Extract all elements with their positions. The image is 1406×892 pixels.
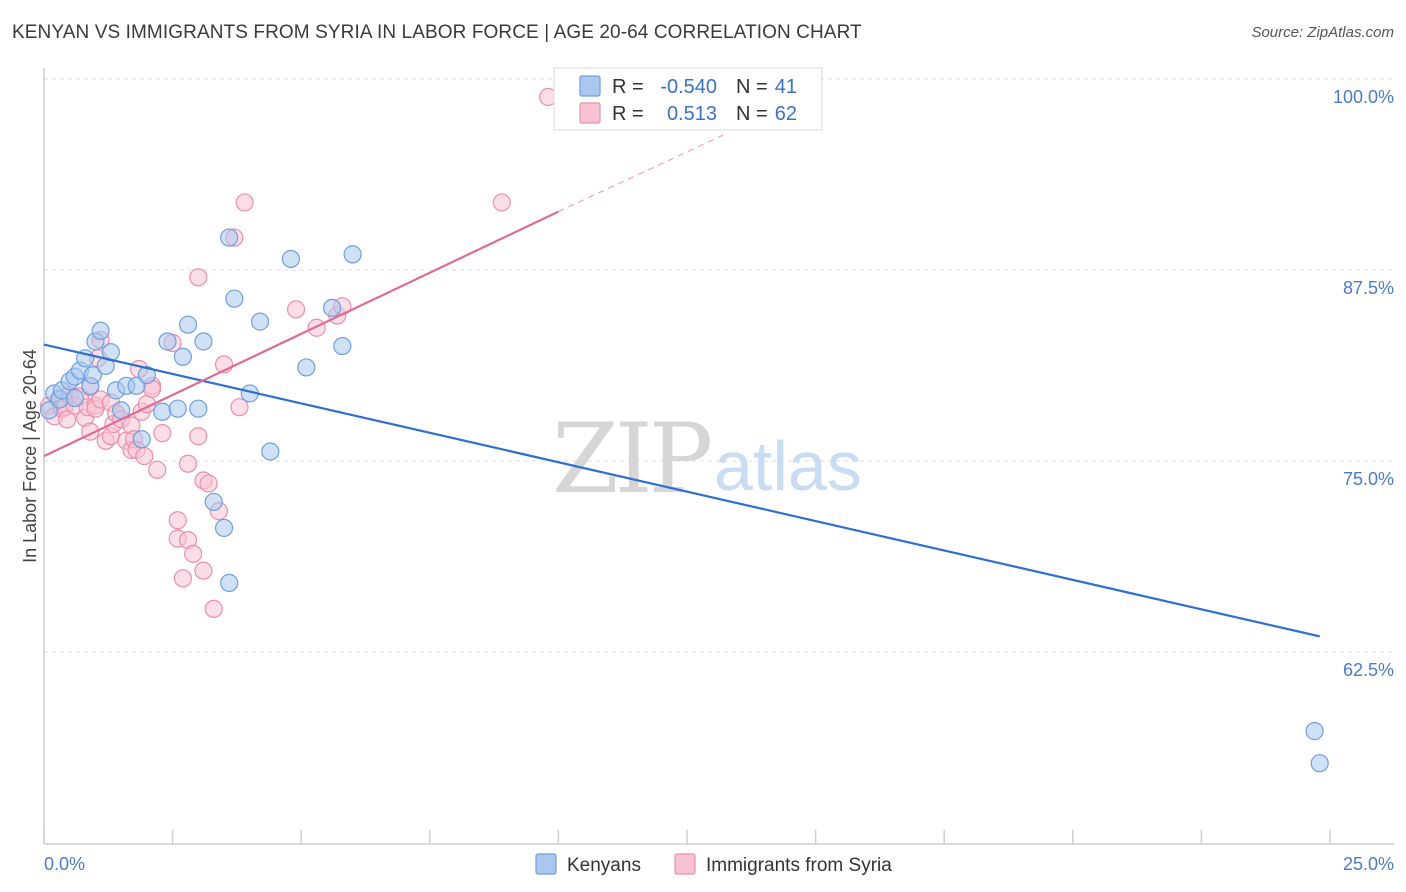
chart-title: KENYAN VS IMMIGRANTS FROM SYRIA IN LABOR… xyxy=(12,22,862,43)
watermark: ZIP atlas xyxy=(552,403,862,515)
kenyans-point xyxy=(220,228,239,247)
kenyans-point xyxy=(137,365,156,385)
y-tick-labels: 62.5% 75.0% 87.5% 100.0% xyxy=(1333,87,1394,680)
trend-line-syria-extension xyxy=(558,134,724,213)
syria-point xyxy=(178,454,198,473)
kenyans-point xyxy=(225,289,244,308)
legend-swatch-kenyans xyxy=(579,75,601,97)
legend-swatch-syria xyxy=(579,102,601,124)
syria-point xyxy=(135,446,154,466)
kenyans-point xyxy=(83,365,102,385)
kenyans-point xyxy=(204,492,223,512)
bottom-legend-label-kenyans: Kenyans xyxy=(567,855,641,876)
syria-point xyxy=(492,193,511,212)
series-immigrants-from-syria xyxy=(40,87,558,618)
legend-n-label-kenyans: N = xyxy=(736,76,768,98)
series-kenyans xyxy=(40,87,1329,773)
legend-r-label-kenyans: R = xyxy=(612,76,644,98)
x-tick-label-min: 0.0% xyxy=(44,854,85,874)
x-ticks xyxy=(43,830,1331,844)
syria-point xyxy=(235,193,254,212)
syria-point xyxy=(204,599,223,618)
watermark-zip: ZIP xyxy=(552,403,711,515)
syria-point xyxy=(286,300,306,319)
kenyans-point xyxy=(250,312,270,331)
kenyans-point xyxy=(261,442,280,461)
syria-point xyxy=(168,511,187,530)
kenyans-point xyxy=(343,245,362,264)
trend-lines xyxy=(43,134,1320,638)
kenyans-point xyxy=(1310,754,1329,773)
syria-point xyxy=(189,268,208,287)
legend-n-value-kenyans: 41 xyxy=(775,76,797,98)
syria-point xyxy=(173,569,192,588)
kenyans-point xyxy=(132,430,151,449)
legend-n-value-syria: 62 xyxy=(775,103,797,125)
y-tick-label: 75.0% xyxy=(1343,469,1394,489)
y-tick-label: 62.5% xyxy=(1343,660,1394,680)
kenyans-point xyxy=(189,399,208,418)
y-tick-label: 87.5% xyxy=(1343,278,1394,298)
kenyans-point xyxy=(220,573,239,593)
chart-source: Source: ZipAtlas.com xyxy=(1251,24,1394,41)
top-legend: R = -0.540 N = 41 R = 0.513 N = 62 xyxy=(553,67,823,131)
syria-point xyxy=(189,427,208,446)
kenyans-point xyxy=(91,321,110,340)
kenyans-point xyxy=(173,347,192,366)
legend-n-label-syria: N = xyxy=(736,103,768,125)
kenyans-point xyxy=(153,402,172,421)
syria-point xyxy=(184,544,203,563)
watermark-atlas: atlas xyxy=(714,427,862,505)
bottom-legend-label-syria: Immigrants from Syria xyxy=(706,855,892,876)
legend-r-value-kenyans: -0.540 xyxy=(660,76,717,98)
x-tick-label-max: 25.0% xyxy=(1343,854,1394,874)
trend-line-kenyans xyxy=(43,343,1320,638)
kenyans-point xyxy=(322,298,342,317)
kenyans-point xyxy=(178,315,198,334)
legend-r-label-syria: R = xyxy=(612,103,644,125)
kenyans-point xyxy=(158,332,177,351)
kenyans-point xyxy=(194,332,213,351)
syria-point xyxy=(148,460,167,479)
legend-r-value-syria: 0.513 xyxy=(667,103,717,125)
syria-point xyxy=(307,318,326,337)
bottom-legend-swatch-syria xyxy=(674,853,696,875)
kenyans-point xyxy=(1305,722,1324,741)
syria-point xyxy=(153,424,172,443)
syria-point xyxy=(58,410,77,429)
kenyans-point xyxy=(65,388,84,408)
y-axis-title: In Labor Force | Age 20-64 xyxy=(20,349,40,563)
grid-lines xyxy=(44,78,1394,653)
trend-line-syria xyxy=(43,210,559,458)
kenyans-point xyxy=(214,518,234,537)
bottom-legend-swatch-kenyans xyxy=(535,853,557,875)
kenyans-point xyxy=(281,249,301,269)
kenyans-point xyxy=(168,399,187,418)
syria-point xyxy=(230,398,249,417)
kenyans-point xyxy=(333,336,352,356)
bottom-legend: Kenyans Immigrants from Syria xyxy=(535,853,892,876)
syria-point xyxy=(199,474,218,493)
syria-point xyxy=(194,561,213,580)
y-tick-label: 100.0% xyxy=(1333,87,1394,107)
kenyans-point xyxy=(297,358,316,377)
